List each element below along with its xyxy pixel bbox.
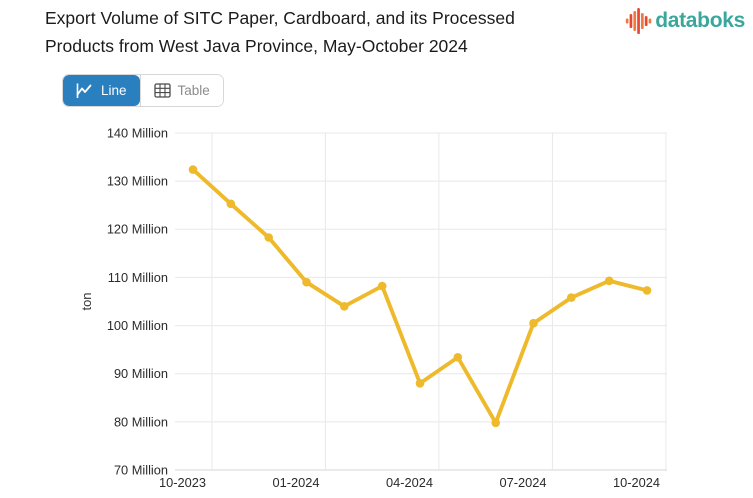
- line-view-label: Line: [101, 83, 127, 98]
- data-point[interactable]: [377, 281, 387, 291]
- y-axis-tick-label: 130 Million: [107, 174, 168, 189]
- pulse-bar: [641, 13, 644, 29]
- y-axis-tick-label: 140 Million: [107, 125, 168, 140]
- databoks-pulse-icon: [626, 8, 652, 34]
- databoks-logo[interactable]: databoks: [625, 7, 745, 35]
- data-point[interactable]: [340, 302, 349, 311]
- data-point[interactable]: [415, 379, 425, 388]
- line-view-button[interactable]: Line: [63, 75, 140, 106]
- x-axis-tick-label: 10-2023: [159, 475, 206, 490]
- line-chart-icon: [76, 83, 92, 98]
- databoks-logo-text: databoks: [655, 9, 745, 32]
- data-point[interactable]: [453, 353, 463, 362]
- pulse-bar: [633, 11, 637, 31]
- data-point[interactable]: [302, 277, 311, 287]
- view-toggle: Line Table: [62, 74, 224, 107]
- data-point[interactable]: [264, 233, 274, 242]
- pulse-bar: [626, 18, 629, 24]
- data-point[interactable]: [188, 165, 198, 174]
- data-point[interactable]: [604, 276, 614, 286]
- x-axis-tick-label: 07-2024: [500, 475, 547, 490]
- data-point[interactable]: [567, 293, 576, 302]
- data-point[interactable]: [529, 318, 538, 328]
- x-axis-tick-label: 01-2024: [273, 475, 320, 490]
- data-point[interactable]: [491, 418, 501, 428]
- x-axis-tick-label: 04-2024: [386, 475, 433, 490]
- y-axis-tick-label: 70 Million: [114, 462, 168, 477]
- table-icon: [153, 83, 171, 98]
- y-axis-tick-label: 120 Million: [107, 222, 168, 237]
- y-axis-tick-label: 80 Million: [114, 414, 168, 429]
- data-point[interactable]: [226, 199, 236, 209]
- pulse-bar: [629, 14, 633, 28]
- pulse-bar: [648, 18, 652, 24]
- data-point[interactable]: [642, 286, 652, 295]
- y-axis-tick-label: 90 Million: [114, 366, 168, 381]
- table-view-button[interactable]: Table: [139, 75, 223, 106]
- table-view-label: Table: [177, 83, 210, 98]
- pulse-bar: [637, 8, 641, 34]
- y-axis-tick-label: 100 Million: [107, 318, 168, 333]
- page-title: Export Volume of SITC Paper, Cardboard, …: [45, 8, 515, 56]
- y-axis-title: ton: [79, 292, 94, 310]
- y-axis-tick-label: 110 Million: [108, 270, 168, 285]
- pulse-bar: [645, 16, 648, 26]
- x-axis-tick-label: 10-2024: [613, 475, 660, 490]
